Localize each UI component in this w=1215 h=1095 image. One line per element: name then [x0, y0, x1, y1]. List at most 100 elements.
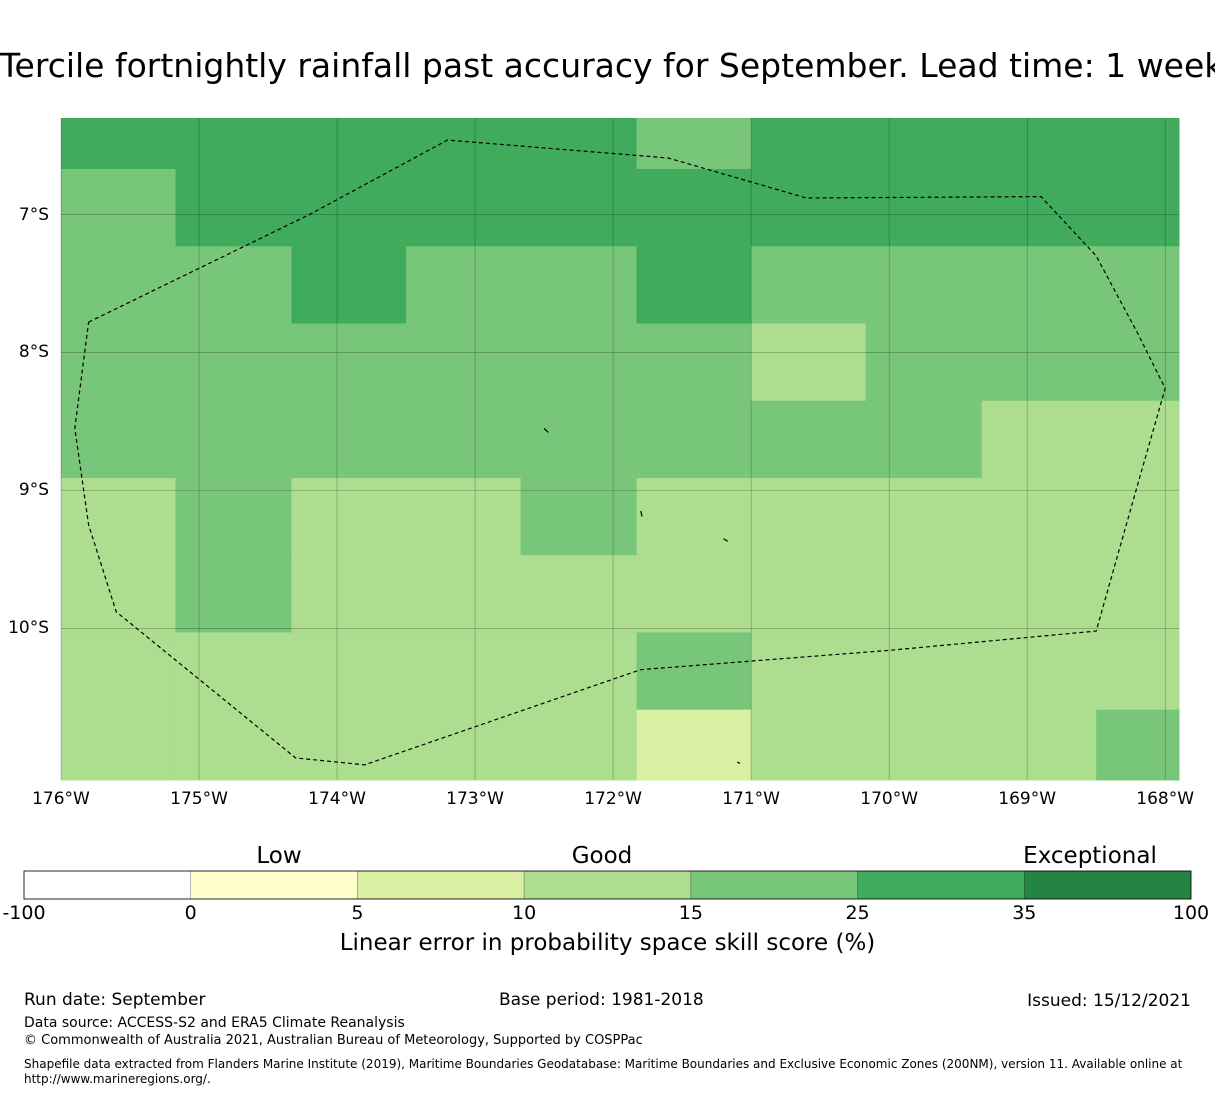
copyright-notice: © Commonwealth of Australia 2021, Austra…	[24, 1033, 643, 1048]
longitude-tick-label: 171°W	[722, 789, 780, 809]
skill-cell	[751, 400, 867, 479]
skill-cell	[520, 169, 638, 247]
skill-cell	[61, 709, 177, 781]
latitude-tick-label: 8°S	[18, 342, 49, 363]
skill-cell	[291, 169, 407, 247]
skill-cell	[751, 632, 867, 711]
skill-cell	[61, 118, 177, 170]
skill-cell	[636, 709, 752, 781]
island-outline	[723, 538, 728, 542]
skill-cell	[291, 632, 407, 711]
skill-cell	[175, 555, 293, 633]
skill-cell	[175, 632, 293, 711]
skill-cell	[291, 118, 407, 170]
longitude-tick-label: 169°W	[998, 789, 1057, 809]
skill-cell	[751, 246, 867, 324]
skill-cell	[1096, 400, 1180, 479]
base-period: Base period: 1981-2018	[499, 990, 704, 1010]
skill-cell	[751, 477, 867, 556]
skill-cell	[865, 477, 983, 556]
skill-cell	[520, 400, 638, 479]
skill-cell	[636, 555, 752, 633]
skill-cell	[406, 477, 522, 556]
skill-cell	[865, 632, 983, 711]
skill-cell	[175, 246, 293, 324]
skill-cell	[406, 246, 522, 324]
colorbar-segment	[857, 870, 1025, 900]
longitude-tick-label: 174°W	[308, 789, 366, 809]
skill-cell	[636, 477, 752, 556]
skill-cell	[520, 709, 638, 781]
skill-cell	[175, 400, 293, 479]
skill-cell	[291, 246, 407, 324]
colorbar-segment	[1023, 870, 1192, 900]
skill-cell	[636, 118, 752, 170]
skill-cell	[520, 555, 638, 633]
skill-cell	[61, 169, 177, 247]
colorbar-frame	[23, 870, 1192, 900]
colorbar-title: Linear error in probability space skill …	[339, 930, 876, 956]
skill-cell	[175, 709, 293, 781]
skill-cell	[175, 118, 293, 170]
colorbar-category-label: Good	[571, 843, 633, 869]
skill-cell	[406, 118, 522, 170]
skill-cell	[291, 477, 407, 556]
skill-cell	[865, 246, 983, 324]
skill-cell	[291, 709, 407, 781]
skill-cell	[751, 118, 867, 170]
skill-cell	[1096, 632, 1180, 711]
longitude-tick-label: 175°W	[170, 789, 228, 809]
colorbar-category-label: Low	[256, 843, 302, 869]
colorbar-tick-label: 5	[351, 902, 364, 924]
skill-cell	[981, 709, 1097, 781]
skill-cell	[291, 323, 407, 402]
skill-cell	[751, 323, 867, 402]
colorbar-tick-label: 10	[512, 902, 537, 924]
skill-cell	[291, 555, 407, 633]
longitude-tick-label: 168°W	[1136, 789, 1195, 809]
skill-cell	[61, 555, 177, 633]
skill-cell	[865, 169, 983, 247]
skill-cell	[61, 477, 177, 556]
longitude-tick-label: 172°W	[584, 789, 642, 809]
skill-cell	[520, 246, 638, 324]
colorbar-tick-label: 100	[1172, 902, 1210, 924]
island-outline	[640, 510, 643, 517]
skill-cell	[981, 169, 1097, 247]
skill-cell	[406, 555, 522, 633]
skill-cell	[636, 400, 752, 479]
colorbar-segment	[690, 870, 858, 900]
colorbar-tick-label: -100	[2, 902, 46, 924]
skill-cell	[751, 555, 867, 633]
latitude-tick-label: 9°S	[18, 480, 49, 501]
skill-cell	[865, 323, 983, 402]
longitude-tick-label: 170°W	[860, 789, 919, 809]
skill-cell	[1096, 169, 1180, 247]
skill-cell	[61, 400, 177, 479]
skill-cell	[636, 246, 752, 324]
skill-cell	[520, 477, 638, 556]
skill-cell	[406, 709, 522, 781]
skill-cell	[981, 632, 1097, 711]
skill-cell	[406, 169, 522, 247]
shapefile-credit: Shapefile data extracted from Flanders M…	[24, 1057, 1183, 1086]
longitude-tick-label: 176°W	[32, 789, 90, 809]
skill-cell	[636, 169, 752, 247]
colorbar-tick-label: 25	[845, 902, 870, 924]
skill-cell	[1096, 323, 1180, 402]
skill-cell	[61, 632, 177, 711]
colorbar-tick-label: 15	[678, 902, 703, 924]
colorbar-segment	[357, 870, 525, 900]
skill-cell	[1096, 555, 1180, 633]
skill-cell	[175, 477, 293, 556]
colorbar-segment	[23, 870, 192, 900]
colorbar-segment	[190, 870, 358, 900]
skill-cell	[981, 477, 1097, 556]
skill-cell	[1096, 477, 1180, 556]
skill-cell	[520, 323, 638, 402]
skill-cell	[61, 323, 177, 402]
run-date: Run date: September	[24, 990, 206, 1010]
skill-cell	[1096, 709, 1180, 781]
skill-cell	[406, 323, 522, 402]
